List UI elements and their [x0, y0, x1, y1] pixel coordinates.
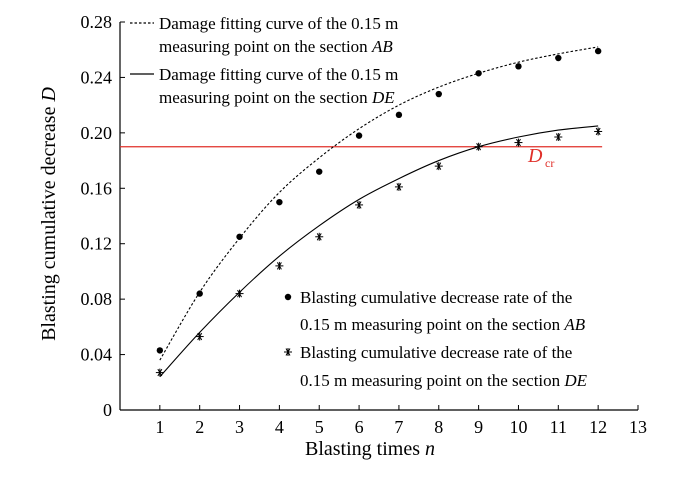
y-tick-label: 0.16 — [81, 178, 113, 198]
legend-ab-points-line1: Blasting cumulative decrease rate of the — [300, 288, 572, 307]
data-point-de — [275, 261, 284, 270]
data-point-ab — [475, 70, 482, 77]
y-tick-label: 0.04 — [81, 345, 113, 365]
data-point-de — [474, 142, 483, 151]
threshold-label-main: D — [527, 145, 543, 167]
data-point-de — [235, 289, 244, 298]
legend-ab-points-line2: 0.15 m measuring point on the section AB — [300, 315, 586, 334]
legend-lines: Damage fitting curve of the 0.15 m measu… — [130, 14, 398, 107]
y-tick-label: 0.08 — [81, 289, 113, 309]
x-tick-label: 1 — [155, 417, 164, 437]
x-tick-label: 5 — [315, 417, 324, 437]
x-axis-title-var: n — [425, 438, 435, 460]
legend-de-points-section: DE — [563, 371, 587, 390]
y-tick-label: 0.28 — [81, 12, 113, 32]
x-tick-label: 8 — [434, 417, 443, 437]
y-tick-label: 0.12 — [81, 234, 113, 254]
y-axis-title-var: D — [38, 87, 60, 103]
legend-de-fit-section: DE — [371, 88, 395, 107]
legend-asterisk-marker — [284, 348, 292, 356]
fit-curve-ab — [159, 46, 599, 361]
threshold-label: D cr — [527, 145, 554, 170]
data-point-ab — [395, 111, 403, 119]
legend-markers: Blasting cumulative decrease rate of the… — [284, 288, 588, 390]
data-point-de — [394, 182, 403, 191]
x-tick-label: 11 — [550, 417, 567, 437]
data-point-de — [195, 332, 204, 341]
data-point-ab — [196, 290, 203, 297]
x-tick-label: 2 — [195, 417, 204, 437]
data-point-de — [514, 138, 523, 147]
x-tick-label: 4 — [275, 417, 284, 437]
legend-de-fit-line2-text: measuring point on the section — [159, 88, 368, 107]
legend-ab-fit-section: AB — [371, 37, 393, 56]
x-tick-label: 3 — [235, 417, 244, 437]
data-point-ab — [555, 54, 562, 62]
fit-curve-de — [159, 125, 599, 378]
data-point-ab — [355, 132, 363, 139]
legend-asterisk-glyph — [284, 348, 292, 356]
data-point-ab — [435, 90, 442, 98]
x-tick-label: 6 — [355, 417, 364, 437]
x-axis-title-text: Blasting times — [305, 438, 420, 460]
data-point-ab — [316, 168, 323, 175]
y-tick-label: 0.20 — [81, 123, 113, 143]
data-points — [155, 47, 603, 377]
y-tick-label: 0.24 — [81, 67, 113, 87]
legend-de-points-line1: Blasting cumulative decrease rate of the — [300, 343, 572, 362]
x-tick-label: 10 — [509, 417, 527, 437]
x-tick-label: 7 — [394, 417, 403, 437]
data-point-ab — [156, 347, 164, 354]
data-point-ab — [515, 63, 522, 70]
legend-ab-points-line2-text: 0.15 m measuring point on the section — [300, 315, 561, 334]
axes: 1 2 3 4 5 6 7 8 9 10 11 12 1300.040.080.120.160.200.… — [81, 12, 648, 437]
x-tick-label: 13 — [629, 417, 647, 437]
data-point-ab — [236, 233, 243, 240]
data-point-ab — [594, 47, 602, 55]
data-point-de — [155, 368, 164, 377]
legend-de-fit-line1: Damage fitting curve of the 0.15 m — [159, 65, 398, 84]
legend-ab-fit-line2: measuring point on the section AB — [159, 37, 393, 56]
legend-de-points-line2-text: 0.15 m measuring point on the section — [300, 371, 561, 390]
x-axis-title: Blasting times n — [305, 438, 435, 460]
data-point-de — [554, 133, 563, 142]
y-axis-title-text: Blasting cumulative decrease — [38, 106, 60, 340]
data-point-de — [594, 127, 603, 136]
x-tick-label: 12 — [589, 417, 607, 437]
threshold-label-sub: cr — [545, 156, 554, 170]
legend-ab-points-section: AB — [563, 315, 585, 334]
fit-curves — [159, 46, 599, 378]
legend-ab-fit-line2-text: measuring point on the section — [159, 37, 368, 56]
legend-de-fit-line2: measuring point on the section DE — [159, 88, 395, 107]
y-tick-label: 0 — [103, 400, 112, 420]
data-point-de — [434, 162, 443, 171]
y-axis-title: Blasting cumulative decrease D — [38, 87, 60, 341]
data-point-ab — [276, 198, 283, 206]
data-point-de — [355, 200, 364, 209]
legend-de-points-line2: 0.15 m measuring point on the section DE — [300, 371, 588, 390]
legend-dot-marker — [284, 293, 292, 301]
legend-ab-fit-line1: Damage fitting curve of the 0.15 m — [159, 14, 398, 33]
data-point-de — [315, 232, 324, 241]
x-tick-label: 9 — [474, 417, 483, 437]
